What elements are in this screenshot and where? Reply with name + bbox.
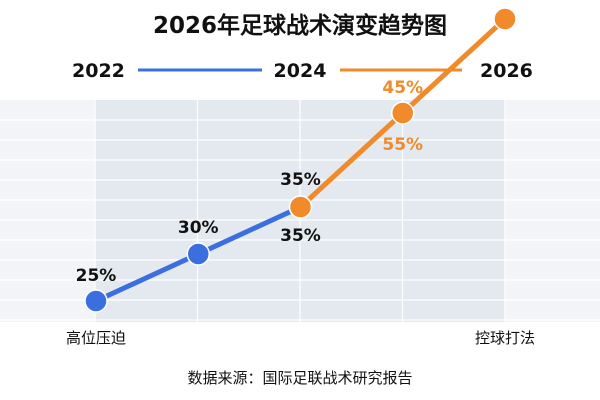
data-label: 55% <box>382 135 423 155</box>
category-label-start: 高位压迫 <box>66 329 126 347</box>
series-layer: 25% 30% 35% 35% 45% 55% 65% <box>76 0 526 313</box>
legend-year-2024: 2024 <box>274 60 327 82</box>
data-label: 25% <box>76 266 117 286</box>
data-point <box>391 101 415 125</box>
category-label-end: 控球打法 <box>475 329 535 347</box>
data-label: 45% <box>382 78 423 98</box>
data-point <box>84 289 108 313</box>
source-note: 数据来源：国际足联战术研究报告 <box>187 369 412 387</box>
data-label: 30% <box>178 218 219 238</box>
legend-year-2022: 2022 <box>72 60 125 82</box>
data-label: 35% <box>280 226 321 246</box>
legend-year-2026: 2026 <box>480 60 533 82</box>
legend: 2022 2024 2026 <box>72 60 533 82</box>
data-label: 65% <box>485 0 526 2</box>
data-label: 35% <box>280 170 321 190</box>
chart-title: 2026年足球战术演变趋势图 <box>153 12 447 39</box>
data-point <box>493 7 517 31</box>
data-point <box>288 195 313 219</box>
data-point <box>186 242 210 266</box>
